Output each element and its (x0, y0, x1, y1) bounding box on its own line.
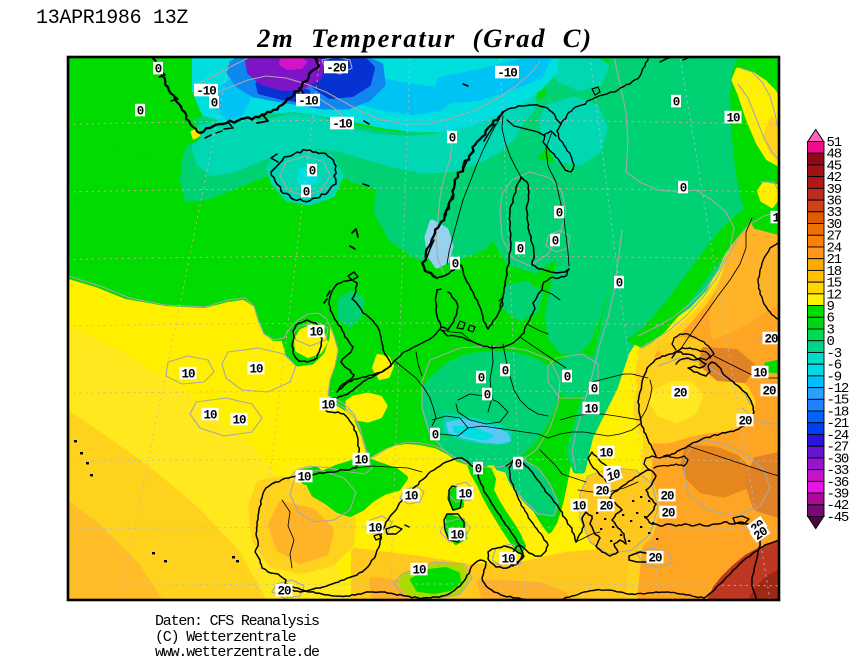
svg-text:0: 0 (556, 206, 563, 220)
svg-text:21: 21 (827, 252, 842, 268)
svg-text:-10: -10 (298, 94, 318, 108)
svg-text:20: 20 (738, 414, 752, 428)
svg-text:-36: -36 (827, 475, 849, 491)
svg-text:13APR1986 13Z: 13APR1986 13Z (36, 7, 188, 30)
svg-text:42: 42 (827, 170, 842, 186)
svg-text:0: 0 (673, 95, 680, 109)
svg-text:-9: -9 (827, 369, 842, 385)
svg-text:10: 10 (501, 552, 515, 566)
svg-text:48: 48 (827, 147, 842, 163)
svg-text:-18: -18 (827, 404, 849, 420)
svg-text:20: 20 (762, 384, 776, 398)
svg-text:24: 24 (827, 240, 842, 256)
svg-text:20: 20 (648, 551, 662, 565)
svg-text:0: 0 (155, 62, 162, 76)
svg-text:-10: -10 (332, 117, 352, 131)
svg-text:10: 10 (297, 470, 311, 484)
svg-text:10: 10 (753, 366, 767, 380)
svg-text:0: 0 (309, 164, 316, 178)
svg-text:20: 20 (764, 332, 778, 346)
svg-text:10: 10 (309, 325, 323, 339)
svg-text:10: 10 (772, 211, 786, 225)
svg-text:0: 0 (517, 242, 524, 256)
svg-text:-45: -45 (827, 510, 849, 526)
svg-text:20: 20 (277, 584, 291, 598)
svg-text:0: 0 (515, 457, 522, 471)
svg-text:0: 0 (484, 388, 491, 402)
svg-text:20: 20 (599, 499, 613, 513)
svg-text:3: 3 (827, 322, 835, 338)
svg-text:10: 10 (232, 413, 246, 427)
svg-text:10: 10 (726, 111, 740, 125)
svg-text:0: 0 (211, 96, 218, 110)
svg-text:-42: -42 (827, 498, 849, 514)
svg-text:0: 0 (432, 428, 439, 442)
svg-text:0: 0 (137, 104, 144, 118)
svg-text:45: 45 (827, 158, 842, 174)
svg-text:51: 51 (827, 135, 842, 151)
svg-text:0: 0 (564, 370, 571, 384)
svg-text:-27: -27 (827, 440, 849, 456)
svg-text:10: 10 (203, 408, 217, 422)
svg-text:0: 0 (449, 131, 456, 145)
svg-text:0: 0 (502, 364, 509, 378)
svg-text:-15: -15 (827, 393, 849, 409)
svg-text:0: 0 (616, 276, 623, 290)
svg-text:12: 12 (827, 287, 842, 303)
svg-text:2m Temperatur (Grad C): 2m Temperatur (Grad C) (256, 23, 593, 53)
svg-text:10: 10 (404, 489, 418, 503)
svg-text:10: 10 (321, 398, 335, 412)
svg-text:-30: -30 (827, 451, 849, 467)
svg-text:30: 30 (827, 217, 842, 233)
svg-text:6: 6 (827, 311, 835, 327)
svg-text:0: 0 (591, 382, 598, 396)
svg-text:-3: -3 (827, 346, 842, 362)
svg-text:0: 0 (475, 462, 482, 476)
svg-text:10: 10 (368, 521, 382, 535)
svg-text:0: 0 (827, 334, 835, 350)
svg-text:33: 33 (827, 205, 842, 221)
svg-text:10: 10 (572, 499, 586, 513)
svg-text:0: 0 (303, 185, 310, 199)
svg-text:10: 10 (450, 528, 464, 542)
svg-text:Daten: CFS Reanalysis: Daten: CFS Reanalysis (155, 613, 319, 630)
svg-text:20: 20 (660, 489, 674, 503)
svg-text:10: 10 (249, 362, 263, 376)
svg-text:0: 0 (452, 257, 459, 271)
svg-text:39: 39 (827, 182, 842, 198)
svg-text:0: 0 (478, 371, 485, 385)
svg-text:-12: -12 (827, 381, 849, 397)
svg-text:www.wetterzentrale.de: www.wetterzentrale.de (155, 644, 320, 657)
svg-text:10: 10 (584, 402, 598, 416)
svg-text:(C) Wetterzentrale: (C) Wetterzentrale (155, 629, 297, 646)
svg-text:10: 10 (181, 367, 195, 381)
svg-text:20: 20 (673, 386, 687, 400)
svg-text:-21: -21 (827, 416, 849, 432)
svg-text:-33: -33 (827, 463, 849, 479)
svg-text:10: 10 (354, 453, 368, 467)
svg-text:-10: -10 (196, 84, 216, 98)
svg-text:0: 0 (552, 234, 559, 248)
svg-text:27: 27 (827, 229, 842, 245)
svg-text:10: 10 (412, 563, 426, 577)
svg-text:15: 15 (827, 276, 842, 292)
svg-text:0: 0 (680, 181, 687, 195)
svg-text:36: 36 (827, 194, 842, 210)
svg-text:20: 20 (661, 506, 675, 520)
svg-text:-24: -24 (827, 428, 849, 444)
svg-text:18: 18 (827, 264, 842, 280)
svg-text:-20: -20 (326, 61, 346, 75)
svg-text:10: 10 (458, 487, 472, 501)
svg-text:20: 20 (595, 484, 609, 498)
svg-text:-10: -10 (497, 66, 517, 80)
svg-text:-6: -6 (827, 358, 842, 374)
svg-text:10: 10 (599, 446, 613, 460)
svg-text:-39: -39 (827, 487, 849, 503)
svg-text:9: 9 (827, 299, 835, 315)
